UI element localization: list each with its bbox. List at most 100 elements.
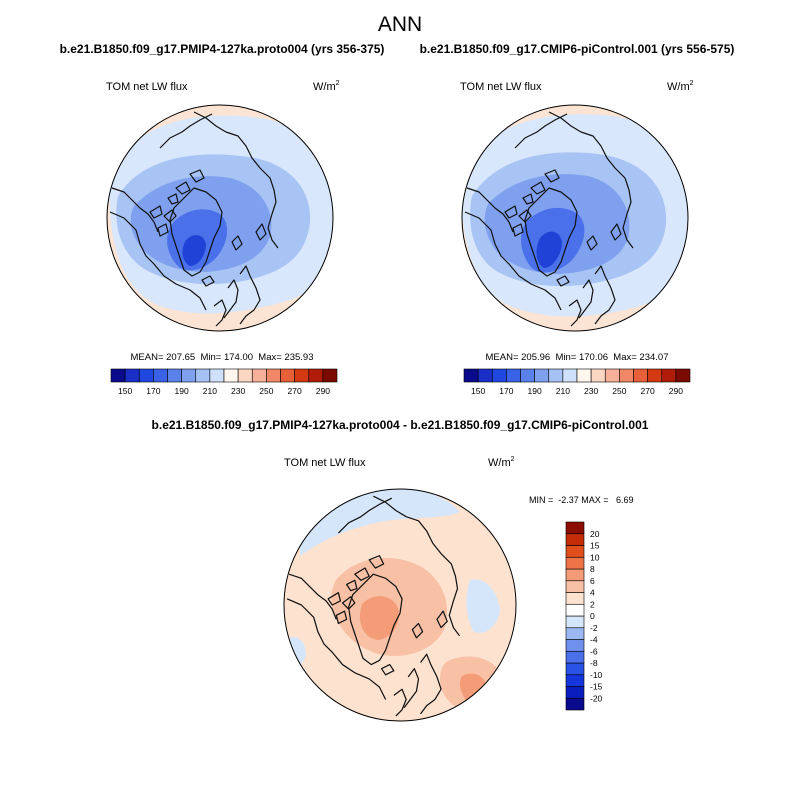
panel-c-colorbar-box bbox=[565, 650, 585, 664]
panel-c: b.e21.B1850.f09_g17.PMIP4-127ka.proto004… bbox=[152, 418, 649, 722]
panel-a-colorbar-tick-label: 270 bbox=[288, 386, 302, 396]
panel-c-colorbar-tick-label: 15 bbox=[590, 541, 600, 551]
panel-b-units: W/m2 bbox=[667, 80, 694, 93]
panel-b-colorbar-box bbox=[562, 368, 578, 383]
panel-c-colorbar-tick-label: 8 bbox=[590, 564, 595, 574]
panel-a-colorbar-box bbox=[181, 368, 197, 383]
panel-b-colorbar-box bbox=[491, 368, 507, 383]
panel-b-colorbar-box bbox=[619, 368, 634, 383]
panel-b-colorbar-tick-label: 170 bbox=[499, 386, 513, 396]
panel-c-colorbar-box bbox=[565, 580, 585, 593]
panel-b-colorbar-box bbox=[590, 368, 606, 383]
panel-a-colorbar-tick-label: 290 bbox=[316, 386, 330, 396]
panel-a-stats: MEAN= 207.65 Min= 174.00 Max= 235.93 bbox=[131, 352, 314, 363]
panel-b-map-border bbox=[461, 104, 689, 332]
panel-b-colorbar-box bbox=[661, 368, 677, 383]
panel-a-colorbar-tick-label: 210 bbox=[203, 386, 217, 396]
panel-b-colorbar-box bbox=[520, 368, 535, 383]
panel-b-colorbar-box bbox=[463, 368, 479, 383]
panel-c-colorbar-box bbox=[565, 603, 585, 617]
panel-c-colorbar-tick-label: 0 bbox=[590, 611, 595, 621]
panel-a-units: W/m2 bbox=[313, 80, 340, 93]
panel-c-colorbar-tick-label: -8 bbox=[590, 658, 598, 668]
panel-c-colorbar-tick-label: 4 bbox=[590, 588, 595, 598]
panel-a-colorbar-box bbox=[223, 368, 239, 383]
panel-a-colorbar-box bbox=[308, 368, 324, 383]
panel-a-colorbar-box bbox=[110, 368, 126, 383]
panel-b-colorbar-tick-label: 210 bbox=[556, 386, 570, 396]
panel-a-colorbar-tick-label: 250 bbox=[259, 386, 273, 396]
panel-c-units-base: W/m bbox=[488, 457, 511, 469]
panel-a-colorbar-box bbox=[237, 368, 253, 383]
panel-c-map-border bbox=[283, 488, 517, 722]
panel-a-colorbar-box bbox=[266, 368, 281, 383]
panel-b-map bbox=[462, 105, 688, 331]
panel-c-colorbar-box bbox=[565, 533, 585, 546]
panel-c-colorbar-box bbox=[565, 545, 585, 558]
panel-b-colorbar-box bbox=[604, 368, 620, 383]
panel-a-colorbar-box bbox=[251, 368, 267, 383]
panel-a-colorbar-tick-label: 230 bbox=[231, 386, 245, 396]
panel-c-colorbar-tick-label: -10 bbox=[590, 670, 603, 680]
panel-b-units-base: W/m bbox=[667, 81, 690, 93]
panel-b-colorbar-box bbox=[534, 368, 550, 383]
panel-a-colorbar-box bbox=[167, 368, 182, 383]
panel-a-colorbar-box bbox=[294, 368, 310, 383]
panel-b-colorbar-box bbox=[675, 368, 691, 383]
panel-a-colorbar-box bbox=[322, 368, 338, 383]
panel-c-variable-label: TOM net LW flux bbox=[284, 457, 366, 469]
panel-b-colorbar-box bbox=[576, 368, 592, 383]
panel-c-units: W/m2 bbox=[488, 456, 515, 469]
panel-b-colorbar-tick-label: 290 bbox=[669, 386, 683, 396]
panel-c-colorbar-tick-label: 10 bbox=[590, 552, 600, 562]
panel-c-title: b.e21.B1850.f09_g17.PMIP4-127ka.proto004… bbox=[152, 418, 649, 432]
panel-b-colorbar-box bbox=[647, 368, 663, 383]
panel-c-colorbar-box bbox=[565, 639, 585, 652]
panel-a-colorbar-tick-label: 170 bbox=[146, 386, 160, 396]
panel-b-colorbar-box bbox=[633, 368, 648, 383]
panel-c-colorbar-tick-label: -6 bbox=[590, 646, 598, 656]
panel-c-units-exp: 2 bbox=[511, 456, 515, 463]
panel-c-colorbar-box bbox=[565, 615, 585, 629]
panel-c-colorbar-box bbox=[565, 568, 585, 582]
panel-a-map-border bbox=[106, 104, 334, 332]
panel-b-units-exp: 2 bbox=[690, 80, 694, 87]
panel-b-colorbar-tick-label: 230 bbox=[584, 386, 598, 396]
panel-c-colorbar-box bbox=[565, 674, 585, 687]
panel-b-variable-label: TOM net LW flux bbox=[460, 81, 542, 93]
panel-b-colorbar-box bbox=[506, 368, 521, 383]
panel-a-colorbar-box bbox=[195, 368, 211, 383]
panel-b-colorbar-box bbox=[548, 368, 564, 383]
panel-b-colorbar-tick-label: 150 bbox=[471, 386, 485, 396]
panel-c-colorbar-box bbox=[565, 556, 585, 570]
panel-a-units-exp: 2 bbox=[336, 80, 340, 87]
panel-c-colorbar-box bbox=[565, 592, 585, 605]
panel-c-colorbar-tick-label: -2 bbox=[590, 623, 598, 633]
panel-c-stats: MIN = -2.37 MAX = 6.69 bbox=[529, 495, 634, 505]
panel-a-field-band-core bbox=[182, 235, 206, 266]
panel-b-title: b.e21.B1850.f09_g17.CMIP6-piControl.001 … bbox=[420, 42, 735, 56]
panel-b: b.e21.B1850.f09_g17.CMIP6-piControl.001 … bbox=[420, 42, 735, 396]
panel-a-colorbar-tick-label: 150 bbox=[118, 386, 132, 396]
panel-b-colorbar: 150 170 190 210 230 250 270 290 bbox=[463, 368, 691, 396]
panel-c-colorbar-tick-label: 20 bbox=[590, 529, 600, 539]
panel-a-colorbar-box bbox=[209, 368, 225, 383]
panel-a-colorbar-box bbox=[280, 368, 295, 383]
panel-b-colorbar-tick-label: 270 bbox=[641, 386, 655, 396]
panel-c-colorbar-tick-label: 2 bbox=[590, 599, 595, 609]
panel-b-colorbar-tick-label: 190 bbox=[528, 386, 542, 396]
panel-c-map bbox=[284, 489, 516, 721]
panel-a-colorbar: 150 170 190 210 230 250 270 290 bbox=[110, 368, 338, 396]
panel-c-field-pos-core bbox=[359, 596, 399, 640]
figure-title: ANN bbox=[378, 13, 422, 36]
panel-c-colorbar-tick-label: -15 bbox=[590, 682, 603, 692]
panel-c-field-neg-right bbox=[466, 579, 500, 633]
panel-c-colorbar-box bbox=[565, 686, 585, 699]
panel-c-colorbar-box bbox=[565, 662, 585, 676]
panel-a-map bbox=[107, 105, 333, 331]
panel-a-colorbar-box bbox=[138, 368, 154, 383]
panel-b-colorbar-box bbox=[477, 368, 493, 383]
panel-a-variable-label: TOM net LW flux bbox=[106, 81, 188, 93]
